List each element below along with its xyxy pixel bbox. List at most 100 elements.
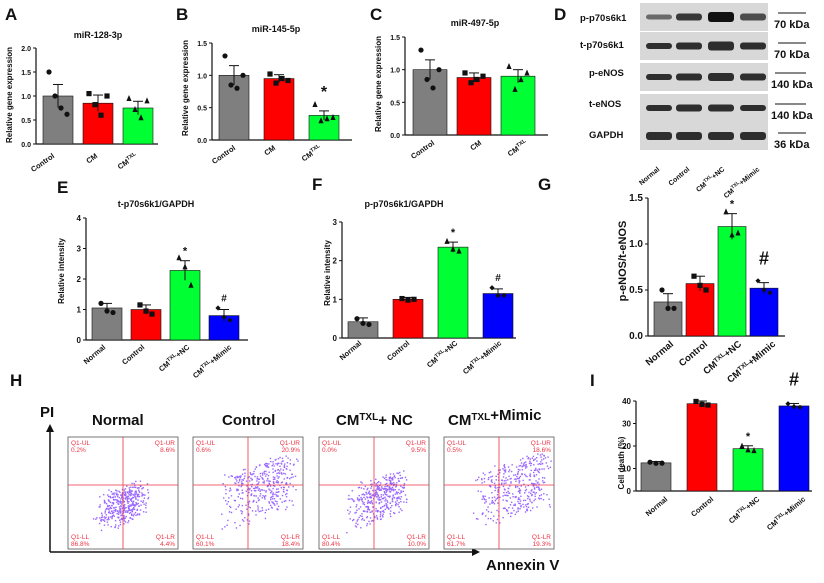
data-point (132, 106, 138, 113)
data-point (751, 447, 757, 454)
flow-dot (121, 518, 123, 521)
quadrant-label: 80.4% (322, 541, 341, 548)
flow-dot (393, 484, 395, 487)
flow-dot (395, 504, 397, 507)
flow-dot (540, 497, 542, 500)
flow-dot (235, 482, 237, 485)
flow-dot (496, 494, 499, 496)
flow-dot (372, 489, 374, 492)
flow-dot (393, 475, 396, 477)
flow-dot (127, 521, 129, 524)
flow-dot (246, 519, 249, 521)
pi-axis-arrow (46, 424, 54, 432)
flow-dot (378, 481, 380, 483)
flow-dot (239, 476, 242, 479)
flow-dot (118, 519, 121, 521)
flow-dot (276, 503, 278, 505)
flow-dot (129, 498, 132, 501)
blot-band (676, 13, 702, 21)
flow-dot (280, 486, 283, 489)
flow-dot (376, 492, 378, 494)
flow-dot (123, 511, 125, 514)
flow-dot (120, 505, 122, 508)
flow-dot (110, 512, 112, 515)
flow-dot (251, 478, 253, 481)
flow-dot (375, 508, 377, 510)
flow-dot (531, 489, 533, 491)
flow-dot (389, 495, 391, 497)
flow-dot (371, 511, 373, 513)
flow-dot (511, 464, 513, 466)
flow-dot (516, 477, 519, 480)
flow-dot (392, 494, 394, 496)
flow-dot (128, 487, 131, 489)
flow-dot (526, 475, 528, 478)
flow-dot (376, 485, 379, 487)
flow-dot (528, 462, 531, 465)
flow-dot (523, 462, 526, 464)
flow-dot (401, 509, 403, 512)
flow-dot (138, 489, 140, 491)
flow-dot (519, 480, 521, 482)
flow-dot (134, 504, 136, 506)
flow-dot (258, 510, 260, 513)
flow-dot (104, 517, 106, 520)
data-point (98, 112, 104, 118)
flow-dot (250, 493, 253, 495)
flow-dot (277, 458, 280, 460)
band-label-t-enos: t-eNOS (589, 99, 621, 110)
flow-dot (381, 486, 383, 488)
flow-dot (397, 480, 400, 482)
flow-dot (482, 496, 485, 498)
flow-dot (538, 488, 540, 491)
flow-dot (505, 479, 507, 482)
flow-dot (538, 483, 540, 485)
flow-dot (488, 471, 491, 474)
flow-dot (374, 493, 376, 495)
flow-dot (383, 491, 386, 494)
title-a: miR-128-3p (74, 30, 123, 40)
flow-dot (139, 480, 142, 482)
flow-dot (366, 516, 368, 519)
flow-dot (519, 498, 521, 501)
flow-dot (524, 492, 526, 494)
flow-dot (117, 517, 120, 519)
flow-dot (267, 508, 270, 510)
flow-dot (364, 485, 367, 488)
flow-dot (123, 516, 125, 519)
flow-dot (360, 498, 363, 501)
flow-dot (248, 500, 251, 502)
flow-dot (388, 477, 390, 479)
flow-dot (119, 502, 122, 504)
flow-dot (531, 493, 533, 496)
flow-dot (253, 495, 256, 497)
flow-dot (100, 529, 103, 532)
flow-dot (391, 504, 393, 507)
flow-dot (262, 474, 264, 476)
flow-dot (124, 503, 126, 506)
flow-dot (381, 497, 384, 500)
flow-dot (388, 488, 390, 491)
flow-dot (510, 512, 512, 514)
flow-dot (369, 493, 372, 495)
flow-dot (243, 520, 245, 522)
flow-dot (497, 502, 499, 504)
flow-dot (382, 513, 384, 515)
flow-dot (360, 481, 362, 483)
flow-dot (147, 496, 150, 499)
flow-dot (543, 477, 546, 479)
flow-dot (282, 488, 285, 491)
flow-dot (141, 492, 143, 494)
flow-dot (526, 495, 529, 497)
flow-dot (503, 491, 505, 494)
flow-dot (380, 482, 382, 484)
flow-dot (103, 499, 106, 502)
flow-dot (110, 507, 113, 509)
flow-dot (529, 460, 531, 463)
flow-dot (491, 499, 494, 502)
flow-dot (249, 507, 252, 509)
flow-dot (138, 487, 140, 489)
flow-dot (539, 454, 542, 456)
y-tick-label: 10 (622, 465, 631, 474)
flow-dot (253, 470, 255, 473)
